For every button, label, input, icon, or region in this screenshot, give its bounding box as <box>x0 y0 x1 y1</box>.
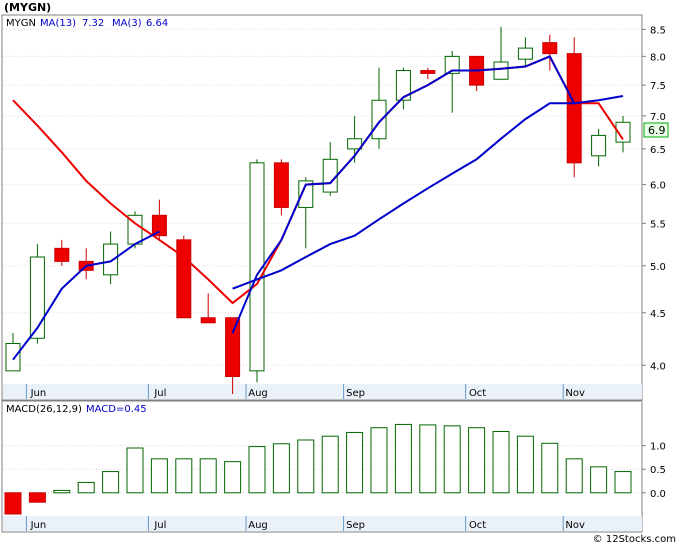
macd-bar <box>28 492 46 503</box>
candle-body <box>566 53 582 164</box>
candle-body <box>517 47 533 60</box>
price-tick-label: 5.5 <box>650 219 666 230</box>
macd-bar <box>492 431 510 494</box>
candle-body <box>591 134 607 157</box>
candle-body <box>615 121 631 143</box>
macd-bar <box>175 458 193 494</box>
x-tick-label: Nov <box>565 388 585 399</box>
macd-tick-label: 0.5 <box>650 465 666 476</box>
macd-bar <box>541 442 559 494</box>
x-tick-label: Nov <box>565 520 585 531</box>
price-tick-label: 7.5 <box>650 81 666 92</box>
candle-body <box>5 343 21 372</box>
macd-bar <box>321 435 339 494</box>
candle-body <box>273 162 289 208</box>
legend-ma13-label: MA(13) <box>40 18 76 29</box>
candle-body <box>200 317 216 324</box>
x-tick-label: Aug <box>248 520 268 531</box>
macd-bar <box>370 427 388 494</box>
x-tick-label: Jul <box>153 388 166 399</box>
last-price-label: 6.9 <box>648 124 666 137</box>
candle-body <box>493 61 509 80</box>
macd-bar <box>590 466 608 494</box>
macd-legend-value: MACD=0.45 <box>86 404 147 415</box>
macd-bar <box>468 427 486 494</box>
x-tick-label: Oct <box>469 388 486 399</box>
candle-body <box>298 180 314 208</box>
macd-bar <box>516 435 534 494</box>
candle-body <box>103 243 119 276</box>
candle-body <box>371 99 387 140</box>
macd-bar <box>346 431 364 494</box>
macd-legend-title: MACD(26,12,9) <box>6 404 82 415</box>
candle-body <box>542 42 558 55</box>
macd-bar <box>248 446 266 494</box>
macd-bar <box>102 471 120 494</box>
legend-ma3-label: MA(3) <box>112 18 142 29</box>
chart-title: (MYGN) <box>4 1 51 14</box>
candle-body <box>249 162 265 372</box>
price-panel <box>1 14 643 401</box>
candle-body <box>420 70 436 74</box>
candle-body <box>151 214 167 237</box>
last-price-box <box>643 122 669 138</box>
macd-bar <box>614 471 632 494</box>
price-legend: MYGN MA(13) 7.32 MA(3) 6.64 <box>6 18 168 29</box>
price-tick-label: 8.0 <box>650 52 666 63</box>
price-tick-label: 8.5 <box>650 25 666 36</box>
x-tick-label: Oct <box>469 520 486 531</box>
candle-body <box>29 256 45 339</box>
ma13-line <box>231 55 624 334</box>
ma13-line-long <box>232 102 575 290</box>
last-price-tag: 6.9 <box>643 122 669 138</box>
macd-bar <box>394 423 412 494</box>
macd-bar <box>150 458 168 494</box>
candle-body <box>444 55 460 74</box>
legend-ma13-value: 7.32 <box>82 18 104 29</box>
x-axis-band <box>3 516 642 531</box>
legend-ma3-value: 6.64 <box>146 18 168 29</box>
macd-tick-label: 0.0 <box>650 489 666 500</box>
macd-bar <box>4 492 22 515</box>
price-tick-label: 4.5 <box>650 309 666 320</box>
candle-body <box>395 70 411 101</box>
macd-bar <box>419 424 437 494</box>
macd-bar <box>565 458 583 494</box>
macd-bar <box>77 481 95 494</box>
candle-body <box>54 247 70 262</box>
candle-body <box>322 158 338 193</box>
x-tick-label: Sep <box>346 520 365 531</box>
macd-bar <box>224 461 242 494</box>
macd-bar <box>272 443 290 494</box>
price-tick-label: 6.0 <box>650 181 666 192</box>
macd-legend: MACD(26,12,9) MACD=0.45 <box>6 404 147 415</box>
price-tick-label: 5.0 <box>650 262 666 273</box>
price-plot: 8.5 8.0 7.5 7.0 6.5 6.0 5.5 5.0 4.5 4.0 Jun Jul Aug S… <box>3 25 666 399</box>
x-tick-label: Jun <box>30 520 47 531</box>
macd-bar <box>199 458 217 494</box>
x-tick-label: Jul <box>153 520 166 531</box>
price-tick-label: 4.0 <box>650 361 666 372</box>
macd-plot: Jun Jul Aug Sep Oct Nov 1.0 0.5 0.0 <box>3 423 666 531</box>
price-tick-label: 7.0 <box>650 112 666 123</box>
macd-bar <box>53 489 71 494</box>
candle-body <box>225 317 241 378</box>
price-tick-label: 6.5 <box>650 145 666 156</box>
x-axis-band <box>3 384 642 399</box>
watermark: © 12Stocks.com <box>593 534 676 545</box>
macd-bar <box>126 447 144 494</box>
candle-body <box>347 138 363 150</box>
x-tick-label: Aug <box>248 388 268 399</box>
ma13-line <box>12 230 160 361</box>
macd-bar <box>443 425 461 494</box>
macd-tick-label: 1.0 <box>650 442 666 453</box>
x-tick-label: Sep <box>346 388 365 399</box>
macd-bar <box>297 439 315 494</box>
x-tick-label: Jun <box>30 388 47 399</box>
legend-ticker: MYGN <box>6 18 36 29</box>
candle-body <box>176 239 192 319</box>
